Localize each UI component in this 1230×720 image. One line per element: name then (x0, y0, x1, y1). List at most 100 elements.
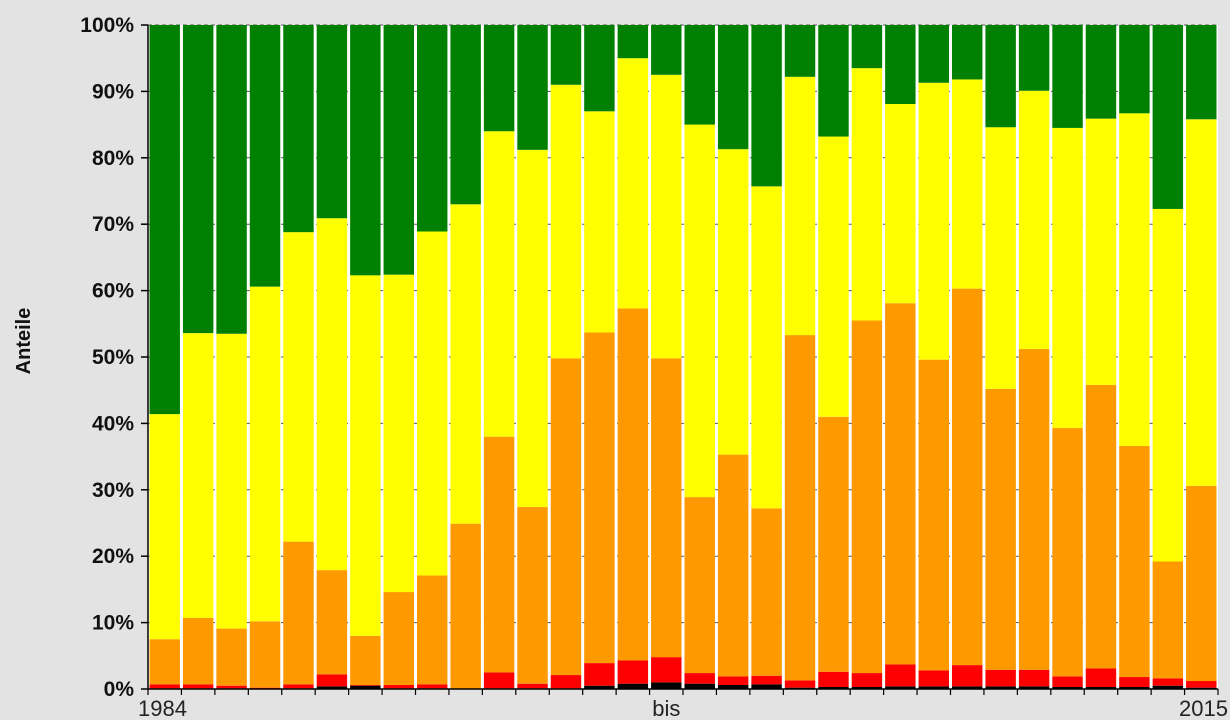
y-tick-label-4: 40% (92, 412, 134, 435)
bar-2004-segment-2 (818, 416, 849, 672)
bar-1987-segment-3 (249, 286, 281, 622)
bar-2008-segment-2 (952, 288, 983, 666)
bar-1989-segment-4 (316, 25, 348, 219)
bar-1986-segment-1 (216, 685, 247, 689)
bar-2014-segment-3 (1152, 208, 1184, 562)
bar-1984-segment-1 (149, 684, 180, 689)
x-label-1: bis (652, 696, 680, 720)
bar-1988-segment-1 (283, 684, 314, 689)
bar-2005-segment-2 (851, 320, 883, 674)
bar-2011-segment-2 (1052, 428, 1083, 677)
bar-2000-segment-2 (684, 497, 715, 674)
bar-1993-segment-4 (450, 25, 481, 205)
bar-1990-segment-0 (350, 685, 381, 689)
x-label-0: 1984 (138, 696, 187, 720)
bar-1984-segment-3 (149, 414, 180, 640)
bar-1986-segment-3 (216, 333, 247, 629)
bar-1998-segment-1 (617, 660, 649, 684)
bar-2014-segment-1 (1152, 678, 1184, 686)
bar-2009-segment-4 (985, 25, 1016, 128)
bar-2010-segment-0 (1018, 686, 1050, 689)
bar-2014-segment-4 (1152, 25, 1184, 209)
y-tick-label-2: 20% (92, 545, 134, 568)
bar-1996-segment-4 (550, 25, 582, 85)
bar-2014-segment-2 (1152, 561, 1184, 679)
bar-2011-segment-1 (1052, 676, 1083, 688)
bar-1985-segment-4 (182, 25, 214, 334)
bar-2000-segment-4 (684, 25, 715, 125)
bar-2012-segment-1 (1085, 668, 1117, 688)
bar-2012-segment-2 (1085, 384, 1117, 669)
bar-2008-segment-1 (952, 665, 983, 687)
bar-1992-segment-1 (417, 684, 448, 689)
bar-1988-segment-4 (283, 25, 314, 233)
bar-2009-segment-0 (985, 686, 1016, 689)
bar-2010-segment-1 (1018, 669, 1050, 687)
y-axis-label: Anteile (13, 308, 35, 375)
bar-1999-segment-2 (651, 358, 682, 658)
bar-2005-segment-0 (851, 687, 883, 689)
bar-2012-segment-3 (1085, 118, 1117, 385)
bar-2012-segment-0 (1085, 687, 1117, 689)
bar-2013-segment-4 (1119, 25, 1150, 114)
bar-2003-segment-1 (784, 680, 816, 688)
bar-2001-segment-4 (717, 25, 749, 150)
bar-2015-segment-4 (1186, 25, 1217, 120)
bar-1990-segment-2 (350, 635, 381, 686)
bar-2002-segment-1 (751, 675, 782, 685)
bar-1990-segment-3 (350, 275, 381, 636)
bar-1990-segment-1 (350, 685, 381, 686)
bar-1994-segment-3 (483, 131, 515, 437)
bar-2013-segment-3 (1119, 113, 1150, 446)
bar-2004-segment-0 (818, 687, 849, 689)
bar-2003-segment-4 (784, 25, 816, 77)
bar-2005-segment-1 (851, 673, 883, 688)
bar-1986-segment-2 (216, 628, 247, 686)
bar-2003-segment-3 (784, 76, 816, 336)
bar-1991-segment-2 (383, 592, 414, 686)
y-tick-label-8: 80% (92, 147, 134, 170)
bar-2015-segment-1 (1186, 681, 1217, 688)
bar-1999-segment-0 (651, 682, 682, 689)
bar-2010-segment-2 (1018, 349, 1050, 670)
bar-1995-segment-1 (517, 683, 548, 689)
bar-1991-segment-3 (383, 274, 414, 593)
bar-2010-segment-4 (1018, 25, 1050, 91)
bar-2015-segment-2 (1186, 485, 1217, 682)
bars (149, 25, 1217, 689)
bar-1991-segment-4 (383, 25, 414, 275)
bar-1994-segment-2 (483, 436, 515, 673)
bar-1996-segment-2 (550, 358, 582, 676)
bar-2001-segment-2 (717, 454, 749, 677)
bar-1984-segment-4 (149, 25, 180, 415)
bar-1998-segment-0 (617, 683, 649, 689)
bar-2006-segment-4 (885, 25, 916, 105)
bar-1985-segment-1 (182, 684, 214, 689)
bar-2003-segment-2 (784, 335, 816, 681)
bar-1997-segment-2 (584, 332, 615, 664)
y-tick-label-7: 70% (92, 213, 134, 236)
bar-2007-segment-4 (918, 25, 949, 83)
bar-1994-segment-4 (483, 25, 515, 132)
bar-2007-segment-3 (918, 82, 949, 360)
bar-1999-segment-1 (651, 657, 682, 683)
y-tick-label-10: 100% (80, 14, 134, 37)
bar-2008-segment-3 (952, 79, 983, 289)
bar-1989-segment-0 (316, 686, 348, 689)
y-tick-labels: 0% 10% 20% 30% 40% 50% 60% 70% 80% 90% 100% (80, 14, 134, 701)
bar-1989-segment-1 (316, 674, 348, 687)
bar-2001-segment-0 (717, 685, 749, 689)
bar-2009-segment-3 (985, 127, 1016, 389)
bar-2013-segment-1 (1119, 677, 1150, 688)
bar-2001-segment-3 (717, 149, 749, 455)
bar-2006-segment-1 (885, 664, 916, 687)
bar-1998-segment-2 (617, 308, 649, 661)
bar-1992-segment-2 (417, 575, 448, 685)
bar-2000-segment-3 (684, 124, 715, 498)
bar-1989-segment-3 (316, 218, 348, 571)
bar-1999-segment-4 (651, 25, 682, 75)
bar-2000-segment-0 (684, 683, 715, 689)
bar-1995-segment-2 (517, 507, 548, 684)
y-tick-label-6: 60% (92, 280, 134, 303)
